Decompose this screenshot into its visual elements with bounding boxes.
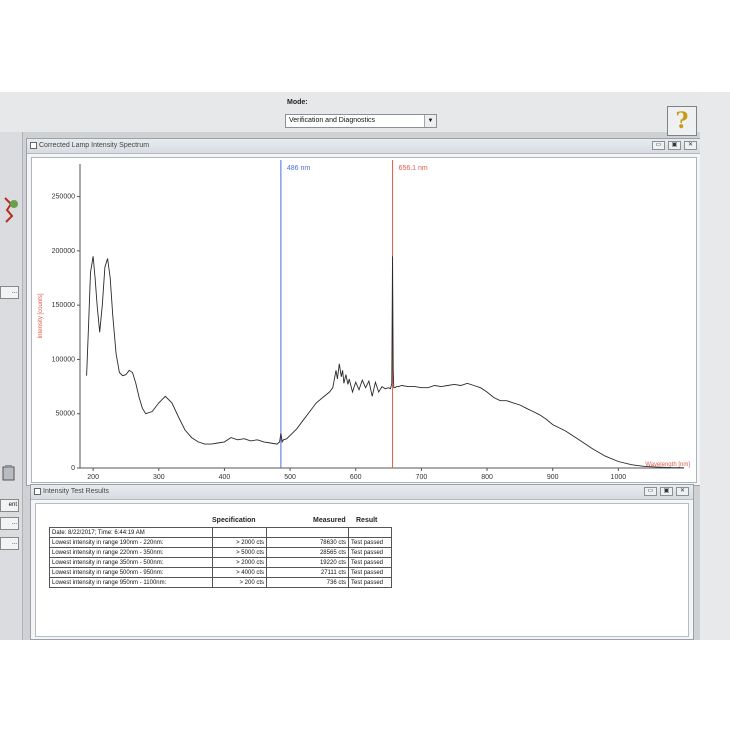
spectrum-window-title: Corrected Lamp Intensity Spectrum: [39, 142, 150, 149]
results-panel: Specification Measured Result Date: 8/22…: [35, 503, 689, 637]
result-cell: Test passed: [348, 557, 392, 568]
lamp-icon: [4, 197, 18, 223]
spec-header: Specification: [212, 517, 256, 524]
help-button[interactable]: ?: [667, 106, 697, 136]
x-tick-label: 700: [416, 474, 428, 481]
left-panel-button-3[interactable]: ...: [0, 517, 19, 530]
window-icon: [34, 488, 41, 495]
result-cell: Test passed: [348, 577, 392, 588]
test-cell: Lowest intensity in range 190nm - 220nm:: [49, 537, 213, 548]
spec-cell: > 200 cts: [212, 577, 267, 588]
result-cell: Test passed: [348, 567, 392, 578]
mode-label: Mode:: [287, 99, 308, 106]
table-row: Lowest intensity in range 500nm - 950nm:…: [49, 567, 392, 578]
marker-label: 486 nm: [287, 165, 311, 172]
x-tick-label: 800: [481, 474, 493, 481]
x-tick-label: 500: [284, 474, 296, 481]
spec-cell: > 4000 cts: [212, 567, 267, 578]
spec-cell: > 2000 cts: [212, 557, 267, 568]
results-window: Intensity Test Results ▭ ▣ ✕ Specificati…: [30, 484, 694, 640]
measured-cell: 27111 cts: [266, 567, 349, 578]
y-tick-label: 0: [71, 465, 75, 472]
x-tick-label: 900: [547, 474, 559, 481]
measured-cell: 736 cts: [266, 577, 349, 588]
y-axis-label: Intensity [counts]: [38, 293, 44, 338]
spectrum-chart: 0 50000 100000 150000 200000 250000 200 300 400 5…: [38, 160, 690, 481]
minimize-icon[interactable]: ▭: [652, 141, 665, 150]
results-window-title: Intensity Test Results: [43, 488, 110, 495]
y-tick-label: 250000: [52, 194, 75, 201]
table-row: Date: 8/22/2017; Time: 6:44:19 AM: [49, 527, 392, 538]
minimize-icon[interactable]: ▭: [644, 487, 657, 496]
table-row: Lowest intensity in range 950nm - 1100nm…: [49, 577, 392, 588]
x-tick-label: 200: [87, 474, 99, 481]
result-cell: Test passed: [348, 547, 392, 558]
y-tick-label: 200000: [52, 248, 75, 255]
window-icon: [30, 142, 37, 149]
test-cell: Lowest intensity in range 500nm - 950nm:: [49, 567, 213, 578]
date-cell: Date: 8/22/2017; Time: 6:44:19 AM: [49, 527, 213, 538]
test-cell: Lowest intensity in range 220nm - 350nm:: [49, 547, 213, 558]
device-icon: [2, 465, 15, 481]
x-tick-label: 400: [219, 474, 231, 481]
table-row: Lowest intensity in range 350nm - 500nm:…: [49, 557, 392, 568]
mode-select-value: Verification and Diagnostics: [289, 117, 375, 124]
measured-cell: 78630 cts: [266, 537, 349, 548]
left-panel: ... ent ... ...: [0, 132, 23, 640]
spectrum-plot-area: 0 50000 100000 150000 200000 250000 200 300 400 5…: [31, 157, 697, 483]
measured-cell: 19220 cts: [266, 557, 349, 568]
maximize-icon[interactable]: ▣: [668, 141, 681, 150]
spec-cell: > 5000 cts: [212, 547, 267, 558]
y-tick-label: 50000: [56, 411, 76, 418]
left-panel-button-4[interactable]: ...: [0, 537, 19, 550]
y-tick-label: 100000: [52, 356, 75, 363]
monitor-bezel: [700, 92, 730, 640]
chevron-down-icon[interactable]: ▼: [424, 115, 436, 127]
top-toolbar: Mode: Verification and Diagnostics ▼ ?: [0, 92, 714, 136]
test-cell: Lowest intensity in range 950nm - 1100nm…: [49, 577, 213, 588]
x-tick-label: 600: [350, 474, 362, 481]
close-icon[interactable]: ✕: [684, 141, 697, 150]
left-panel-button-1[interactable]: ...: [0, 286, 19, 299]
measured-cell: 28565 cts: [266, 547, 349, 558]
table-row: Lowest intensity in range 190nm - 220nm:…: [49, 537, 392, 548]
y-tick-label: 150000: [52, 302, 75, 309]
help-icon: ?: [675, 108, 689, 134]
spec-cell: > 2000 cts: [212, 537, 267, 548]
measured-header: Measured: [313, 517, 346, 524]
maximize-icon[interactable]: ▣: [660, 487, 673, 496]
results-table: Date: 8/22/2017; Time: 6:44:19 AM Lowest…: [49, 527, 392, 588]
test-cell: Lowest intensity in range 350nm - 500nm:: [49, 557, 213, 568]
spectrum-window-titlebar[interactable]: Corrected Lamp Intensity Spectrum ▭ ▣ ✕: [27, 139, 701, 154]
result-cell: Test passed: [348, 537, 392, 548]
monitor-screen: Mode: Verification and Diagnostics ▼ ? .…: [0, 92, 714, 640]
left-panel-button-2[interactable]: ent: [0, 499, 19, 512]
x-tick-label: 1000: [611, 474, 627, 481]
result-header: Result: [356, 517, 378, 524]
mode-select[interactable]: Verification and Diagnostics ▼: [285, 114, 437, 128]
spectrum-window: Corrected Lamp Intensity Spectrum ▭ ▣ ✕ …: [26, 138, 702, 486]
x-tick-label: 300: [153, 474, 165, 481]
spectrum-line: [86, 256, 685, 469]
marker-label: 656.1 nm: [399, 165, 428, 172]
table-row: Lowest intensity in range 220nm - 350nm:…: [49, 547, 392, 558]
x-axis-label: Wavelength [nm]: [645, 462, 690, 468]
results-window-titlebar[interactable]: Intensity Test Results ▭ ▣ ✕: [31, 485, 693, 500]
close-icon[interactable]: ✕: [676, 487, 689, 496]
